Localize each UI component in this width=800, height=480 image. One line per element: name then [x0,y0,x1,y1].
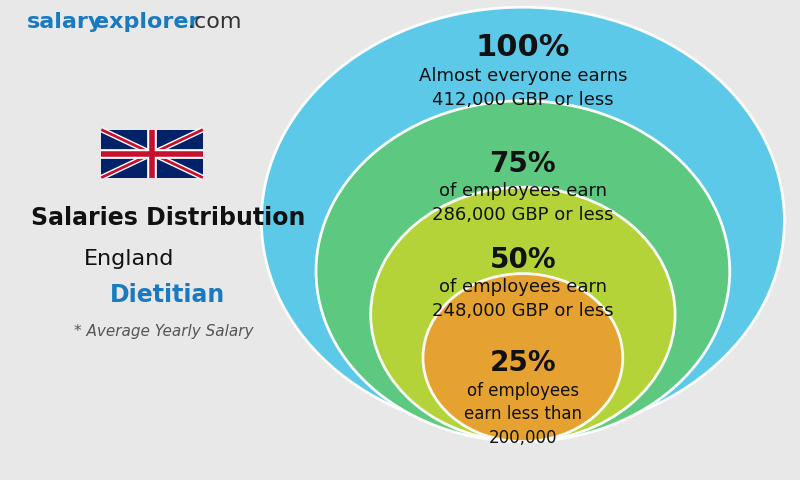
Text: explorer: explorer [94,12,199,32]
Text: 75%: 75% [490,150,556,178]
Text: 25%: 25% [490,349,556,377]
Ellipse shape [262,7,784,434]
Ellipse shape [370,187,675,442]
Text: Almost everyone earns
412,000 GBP or less: Almost everyone earns 412,000 GBP or les… [418,67,627,109]
Text: Salaries Distribution: Salaries Distribution [30,206,305,230]
Text: salary: salary [27,12,103,32]
Text: of employees earn
286,000 GBP or less: of employees earn 286,000 GBP or less [432,182,614,224]
Text: of employees earn
248,000 GBP or less: of employees earn 248,000 GBP or less [432,278,614,320]
Text: Dietitian: Dietitian [110,283,226,307]
Text: * Average Yearly Salary: * Average Yearly Salary [74,324,254,339]
FancyBboxPatch shape [102,130,203,178]
Text: 50%: 50% [490,246,556,274]
Ellipse shape [423,274,623,442]
Text: England: England [83,249,174,269]
Ellipse shape [316,101,730,442]
Text: 100%: 100% [476,34,570,62]
Text: .com: .com [187,12,242,32]
Text: of employees
earn less than
200,000: of employees earn less than 200,000 [464,382,582,447]
